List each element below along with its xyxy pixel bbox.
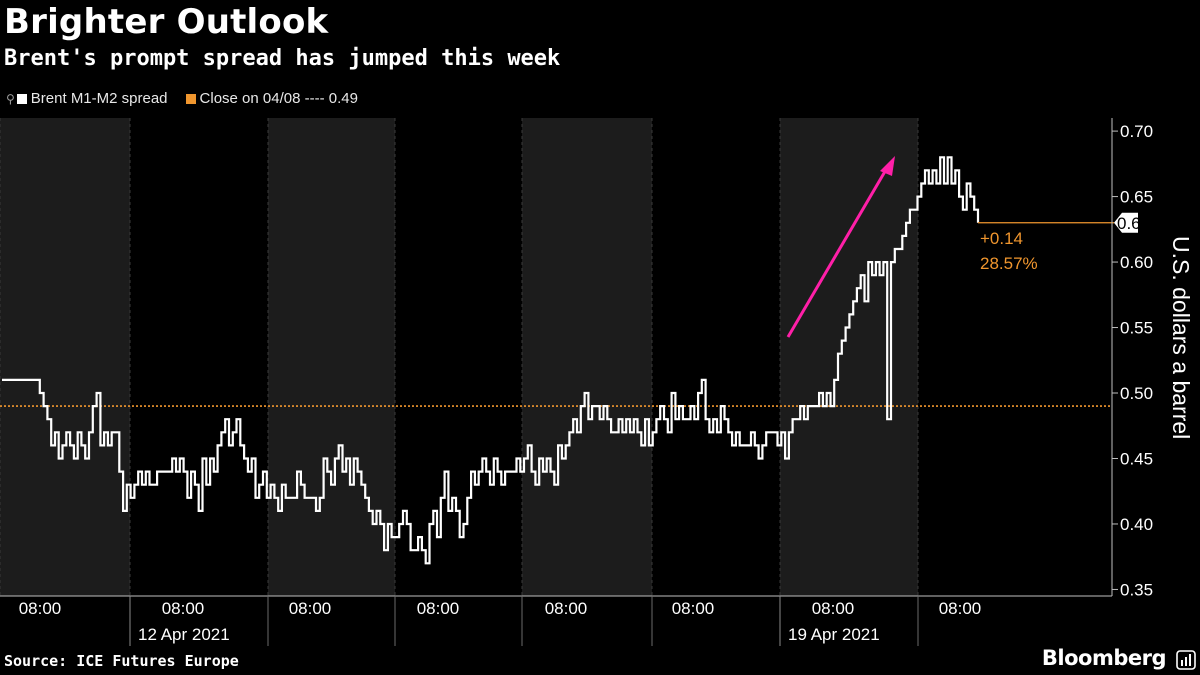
series-group	[2, 156, 980, 565]
legend-swatch-series	[16, 93, 27, 104]
y-axis: 0.35 0.40 0.45 0.50 0.55 0.60 0.65 0.70 U.S. dol…	[1111, 118, 1194, 599]
session-band	[268, 118, 395, 596]
legend-label-reference: Close on 04/08 ---- 0.49	[199, 90, 358, 107]
x-axis: 08:00 08:00 08:00 08:00 08:00 08:00 08:00 08:00…	[0, 595, 1112, 646]
brand-name: Bloomberg	[1041, 646, 1167, 670]
trend-arrow-shaft	[786, 167, 889, 338]
y-tick-label: 0.50	[1120, 384, 1153, 403]
y-axis-label: U.S. dollars a barrel	[1168, 236, 1194, 439]
x-date-label: 12 Apr 2021	[138, 625, 230, 644]
legend-item-reference[interactable]: Close on 04/08 ---- 0.49	[185, 90, 358, 107]
session-band	[522, 118, 652, 596]
y-tick-label: 0.35	[1120, 580, 1153, 599]
x-tick-label: 08:00	[289, 599, 332, 618]
change-abs-label: +0.14	[980, 229, 1023, 248]
y-tick-label: 0.65	[1120, 188, 1153, 207]
x-tick-label: 08:00	[939, 599, 982, 618]
chart-title: Brighter Outlook	[4, 2, 329, 42]
y-tick-label: 0.40	[1120, 515, 1153, 534]
y-tick-label: 0.45	[1120, 449, 1153, 468]
series-line-brent-spread	[2, 156, 980, 565]
trend-arrow-head	[880, 156, 895, 176]
change-pct-label: 28.57%	[980, 254, 1038, 273]
x-tick-label: 08:00	[672, 599, 715, 618]
last-value-tag	[1114, 212, 1138, 233]
session-band	[0, 118, 130, 596]
legend: ⚲ Brent M1-M2 spread Close on 04/08 ----…	[6, 90, 376, 107]
x-tick-label: 08:00	[545, 599, 588, 618]
terminal-logo-icon	[1176, 650, 1196, 670]
y-tick-label: 0.60	[1120, 253, 1153, 272]
source-note: Source: ICE Futures Europe	[4, 652, 239, 670]
pin-icon: ⚲	[6, 91, 15, 106]
last-value-label: 0.63	[1117, 214, 1150, 233]
x-tick-label: 08:00	[162, 599, 205, 618]
y-tick-label: 0.55	[1120, 319, 1153, 338]
x-tick-label: 08:00	[19, 599, 62, 618]
session-band	[780, 118, 918, 596]
chart-subtitle: Brent's prompt spread has jumped this we…	[4, 46, 561, 71]
annotations: 0.63 +0.14 28.57%	[786, 156, 1150, 338]
legend-swatch-reference	[185, 93, 196, 104]
x-date-label: 19 Apr 2021	[788, 625, 880, 644]
legend-item-series[interactable]: ⚲ Brent M1-M2 spread	[6, 90, 168, 107]
session-bands	[0, 118, 919, 596]
x-tick-label: 08:00	[812, 599, 855, 618]
y-tick-label: 0.70	[1120, 122, 1153, 141]
x-tick-label: 08:00	[417, 599, 460, 618]
legend-label-series: Brent M1-M2 spread	[30, 90, 168, 107]
